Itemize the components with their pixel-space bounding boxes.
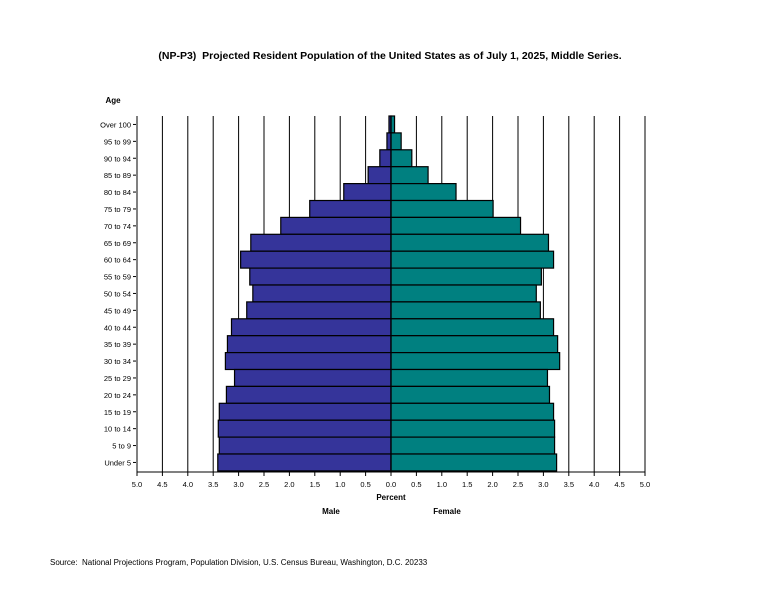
bar-female — [390, 149, 413, 168]
x-tick-label: 2.0 — [487, 480, 497, 489]
age-label: 85 to 89 — [104, 171, 131, 180]
bar-male — [224, 352, 392, 371]
bar-male — [367, 166, 392, 185]
age-label: 25 to 29 — [104, 374, 131, 383]
bar-female — [390, 453, 558, 472]
x-tick-label: 3.5 — [208, 480, 218, 489]
chart-title: (NP-P3) Projected Resident Population of… — [158, 50, 621, 62]
bar-male — [217, 419, 392, 438]
bar-female — [390, 250, 555, 269]
bar-male — [225, 385, 392, 404]
source-note: Source: National Projections Program, Po… — [50, 558, 428, 567]
bar-female — [390, 301, 541, 320]
age-label: 65 to 69 — [104, 239, 131, 248]
bar-female — [390, 436, 556, 455]
bar-male — [230, 318, 392, 337]
bar-female — [390, 233, 550, 252]
x-tick-label: 3.0 — [233, 480, 243, 489]
bar-male — [233, 368, 392, 387]
x-axis-label: Percent — [376, 493, 406, 502]
bars — [217, 115, 561, 472]
x-tick-label: 0.0 — [386, 480, 396, 489]
x-tick-label: 2.0 — [284, 480, 294, 489]
legend-male: Male — [322, 507, 340, 516]
bar-male — [226, 335, 392, 354]
x-tick-label: 2.5 — [259, 480, 269, 489]
age-label: 55 to 59 — [104, 273, 131, 282]
bar-female — [390, 132, 402, 151]
bar-male — [250, 233, 392, 252]
bar-male — [249, 267, 392, 286]
bar-male — [280, 216, 392, 235]
bar-male — [240, 250, 392, 269]
age-label: 20 to 24 — [104, 391, 131, 400]
age-label: 30 to 34 — [104, 357, 131, 366]
age-label: 95 to 99 — [104, 137, 131, 146]
age-label: 50 to 54 — [104, 289, 131, 298]
bar-male — [343, 183, 392, 202]
bar-male — [246, 301, 392, 320]
x-tick-label: 1.5 — [310, 480, 320, 489]
age-label: 15 to 19 — [104, 408, 131, 417]
bar-female — [390, 352, 561, 371]
age-label: 35 to 39 — [104, 340, 131, 349]
bar-male — [379, 149, 392, 168]
bar-female — [390, 199, 494, 218]
x-tick-label: 5.0 — [640, 480, 650, 489]
x-tick-label: 1.0 — [437, 480, 447, 489]
age-label: Under 5 — [104, 458, 131, 467]
bar-female — [390, 284, 537, 303]
age-label: 40 to 44 — [104, 323, 131, 332]
x-tick-label: 3.0 — [538, 480, 548, 489]
bar-male — [386, 132, 392, 151]
x-tick-label: 5.0 — [132, 480, 142, 489]
x-tick-label: 0.5 — [360, 480, 370, 489]
bar-male — [309, 199, 392, 218]
age-label: 90 to 94 — [104, 154, 131, 163]
bar-female — [390, 166, 429, 185]
bar-male — [218, 402, 392, 421]
x-axis: 5.0 4.5 4.0 3.5 3.0 2.5 2.0 1.5 1.0 0.5 0.0 0.5 1.0 1… — [132, 471, 650, 489]
bar-female — [390, 335, 559, 354]
legend-female: Female — [433, 507, 461, 516]
bar-female — [390, 419, 556, 438]
bar-female — [390, 368, 549, 387]
age-label: 75 to 79 — [104, 205, 131, 214]
x-tick-label: 1.5 — [462, 480, 472, 489]
bar-female — [390, 402, 555, 421]
bar-male — [217, 453, 392, 472]
bar-female — [390, 385, 551, 404]
x-tick-label: 4.5 — [614, 480, 624, 489]
y-axis-label: Age — [105, 96, 121, 105]
age-labels: Over 100 95 to 99 90 to 94 85 to 89 80 to 84… — [100, 120, 136, 467]
x-tick-label: 0.5 — [411, 480, 421, 489]
age-label: Over 100 — [100, 120, 131, 129]
bar-female — [390, 318, 555, 337]
age-label: 10 to 14 — [104, 425, 131, 434]
bar-male — [218, 436, 392, 455]
x-tick-label: 1.0 — [335, 480, 345, 489]
age-label: 80 to 84 — [104, 188, 131, 197]
bar-female — [390, 183, 457, 202]
x-tick-label: 4.5 — [157, 480, 167, 489]
age-label: 5 to 9 — [112, 442, 131, 451]
x-tick-label: 2.5 — [513, 480, 523, 489]
bar-female — [390, 267, 542, 286]
x-tick-label: 4.0 — [589, 480, 599, 489]
age-label: 70 to 74 — [104, 222, 131, 231]
age-label: 60 to 64 — [104, 256, 131, 265]
x-tick-label: 4.0 — [183, 480, 193, 489]
x-tick-label: 3.5 — [564, 480, 574, 489]
age-label: 45 to 49 — [104, 306, 131, 315]
bar-female — [390, 216, 522, 235]
bar-male — [252, 284, 392, 303]
